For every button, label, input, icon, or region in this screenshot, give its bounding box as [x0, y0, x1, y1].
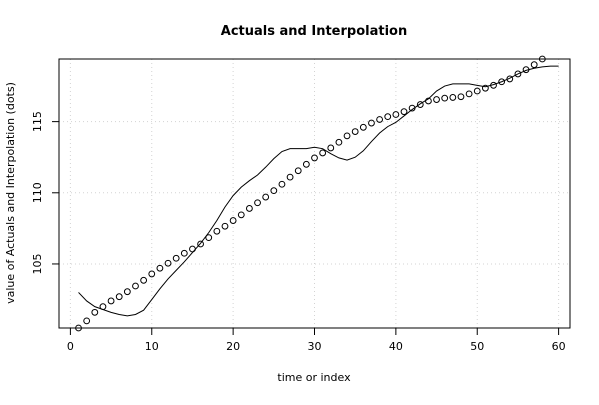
interpolation-point — [368, 119, 375, 127]
grid-layer — [59, 59, 570, 328]
interpolation-point — [449, 94, 457, 101]
interpolation-point — [262, 193, 270, 201]
interpolation-point — [408, 104, 416, 112]
interpolation-point — [302, 160, 310, 168]
interpolation-point — [107, 297, 115, 305]
interpolation-point — [189, 245, 196, 253]
interpolation-point — [123, 288, 131, 296]
interpolation-point — [140, 276, 148, 284]
interpolation-point — [213, 227, 221, 235]
x-tick-label: 40 — [389, 340, 403, 353]
x-tick-label: 60 — [552, 340, 566, 353]
x-axis-label: time or index — [277, 371, 351, 384]
interpolation-point — [229, 217, 237, 224]
interpolation-point — [115, 293, 123, 301]
interpolation-point — [416, 101, 424, 108]
x-tick-label: 50 — [470, 340, 484, 353]
y-tick-label: 110 — [31, 182, 44, 203]
interpolation-point — [506, 75, 514, 83]
interpolation-point — [156, 264, 164, 272]
interpolation-point — [433, 96, 440, 103]
interpolation-point — [335, 138, 343, 146]
interpolation-point — [311, 154, 318, 162]
interpolation-point — [254, 199, 261, 207]
interpolation-point — [457, 93, 465, 101]
interpolation-point — [473, 87, 481, 95]
interpolation-point — [376, 116, 384, 123]
y-tick-label: 115 — [31, 111, 44, 132]
interpolation-point — [278, 180, 286, 188]
interpolation-point — [522, 66, 530, 74]
interpolation-point — [99, 303, 107, 311]
interpolation-point — [270, 187, 278, 195]
interpolation-point — [246, 205, 253, 212]
interpolation-point — [148, 270, 156, 278]
x-tick-label: 10 — [145, 340, 159, 353]
interpolation-point — [91, 308, 99, 316]
x-tick-label: 20 — [226, 340, 240, 353]
x-axis: 0 10 20 30 40 50 60 — [67, 327, 566, 353]
y-tick-label: 105 — [31, 253, 44, 274]
interpolation-point — [319, 149, 327, 157]
interpolation-point — [172, 254, 180, 262]
interpolation-point — [481, 84, 489, 92]
interpolation-point — [286, 173, 294, 181]
interpolation-point — [490, 81, 497, 89]
interpolation-point — [498, 78, 506, 86]
interpolation-point — [343, 132, 351, 140]
interpolation-point — [441, 94, 449, 102]
interpolation-point — [359, 123, 367, 131]
interpolation-point — [351, 128, 359, 135]
interpolation-point — [205, 234, 213, 242]
interpolation-point — [392, 111, 400, 118]
interpolation-point — [180, 249, 188, 257]
interpolation-point — [465, 90, 473, 98]
interpolation-point — [237, 211, 245, 219]
interpolation-point — [83, 317, 91, 325]
actuals-line — [78, 65, 559, 317]
interpolation-point — [294, 167, 302, 175]
x-tick-label: 0 — [67, 340, 74, 353]
chart-title: Actuals and Interpolation — [221, 24, 407, 39]
interpolation-point — [400, 108, 408, 116]
x-tick-label: 30 — [308, 340, 322, 353]
interpolation-point — [197, 240, 204, 248]
interpolation-point — [425, 97, 432, 105]
interpolation-point — [530, 61, 538, 69]
interpolation-point — [221, 222, 229, 230]
interpolation-point — [514, 70, 522, 78]
interpolation-point — [384, 113, 392, 121]
y-axis-label: value of Actuals and Interpolation (dots… — [4, 82, 17, 304]
y-axis: 105 110 115 — [31, 111, 60, 274]
interpolation-point — [327, 144, 335, 152]
interpolation-point — [164, 259, 172, 267]
interpolation-point — [132, 282, 139, 290]
series-layer — [75, 55, 559, 332]
